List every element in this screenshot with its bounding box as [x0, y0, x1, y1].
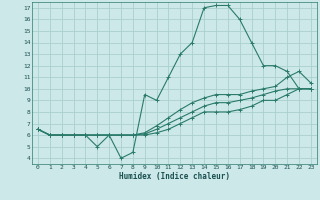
- X-axis label: Humidex (Indice chaleur): Humidex (Indice chaleur): [119, 172, 230, 181]
